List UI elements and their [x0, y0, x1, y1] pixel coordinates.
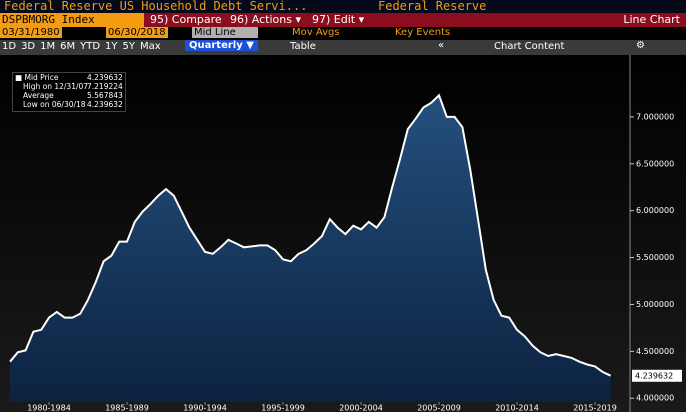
x-tick-label: 1980-1984 [27, 404, 71, 412]
edit-button[interactable]: 97) Edit ▾ [312, 13, 365, 26]
x-tick-label: 1985-1989 [105, 404, 149, 412]
chart: 4.000000 4.500000 5.000000 5.500000 6.000000… [0, 55, 686, 412]
chart-kind: Line Chart [623, 13, 680, 26]
chart-content-button[interactable]: Chart Content [494, 41, 565, 52]
legend-box: ■ Mid Price 4.239632 High on 12/31/07 7.2… [12, 72, 126, 112]
title: Federal Reserve US Household Debt Servi.… [4, 0, 308, 13]
source: Federal Reserve [378, 0, 487, 13]
stat-label: Low on 06/30/18 [23, 100, 86, 109]
legend-value: 4.239632 [87, 73, 123, 82]
range-button[interactable]: 1D [2, 41, 17, 52]
range-bar: 1D 3D 1M 6M YTD 1Y 5Y Max Quarterly ▼ Table « C… [0, 40, 686, 55]
range-button[interactable]: 5Y [122, 41, 136, 52]
date-bar: 03/31/1980 06/30/2018 Mid Line Mov Avgs … [0, 27, 686, 40]
x-tick-label: 2010-2014 [495, 404, 539, 412]
key-events[interactable]: Key Events [395, 27, 451, 38]
stat-label: High on 12/31/07 [23, 82, 89, 91]
stat-value: 7.219224 [87, 82, 123, 91]
ticker[interactable]: DSPBMORG Index [0, 13, 144, 27]
mov-avgs[interactable]: Mov Avgs [292, 27, 340, 38]
end-date[interactable]: 06/30/2018 [106, 27, 168, 38]
range-button[interactable]: 3D [21, 41, 36, 52]
legend-entry: ■ Mid Price [15, 73, 59, 82]
stat-value: 4.239632 [87, 100, 123, 109]
title-bar: Federal Reserve US Household Debt Servi.… [0, 0, 686, 13]
period-button[interactable]: Quarterly ▼ [185, 40, 258, 51]
area-fill [10, 95, 611, 403]
collapse-button[interactable]: « [438, 40, 445, 51]
compare-button[interactable]: 95) Compare [150, 13, 222, 26]
y-tick-label: 6.500000 [636, 159, 674, 168]
x-tick-label: 2015-2019 [573, 404, 617, 412]
legend-name: Mid Price [24, 73, 59, 82]
mid-line[interactable]: Mid Line [192, 27, 258, 38]
y-tick-label: 4.000000 [636, 394, 674, 403]
settings-button[interactable]: ⚙ [636, 40, 645, 51]
y-tick-label: 6.000000 [636, 206, 674, 215]
table-button[interactable]: Table [290, 41, 316, 52]
start-date[interactable]: 03/31/1980 [0, 27, 62, 38]
range-button[interactable]: 1Y [105, 41, 118, 52]
toolbar: DSPBMORG Index 95) Compare 96) Actions ▾… [0, 13, 686, 27]
last-value-box [632, 369, 682, 382]
actions-button[interactable]: 96) Actions ▾ [230, 13, 301, 26]
range-button[interactable]: Max [140, 41, 161, 52]
range-buttons: 1D 3D 1M 6M YTD 1Y 5Y Max [2, 41, 166, 52]
stat-value: 5.567843 [87, 91, 123, 100]
x-tick-label: 2005-2009 [417, 404, 461, 412]
range-button[interactable]: 1M [40, 41, 56, 52]
y-tick-label: 5.500000 [636, 253, 674, 262]
y-tick-label: 4.500000 [636, 347, 674, 356]
range-button[interactable]: 6M [60, 41, 76, 52]
last-value-label: 4.239632 [635, 371, 673, 380]
line [9, 93, 612, 377]
stat-label: Average [23, 91, 54, 100]
range-button[interactable]: YTD [80, 41, 101, 52]
y-tick-label: 7.000000 [636, 112, 674, 121]
x-tick-label: 1995-1999 [261, 404, 305, 412]
y-tick-label: 5.000000 [636, 300, 674, 309]
x-tick-label: 2000-2004 [339, 404, 383, 412]
x-tick-label: 1990-1994 [183, 404, 227, 412]
